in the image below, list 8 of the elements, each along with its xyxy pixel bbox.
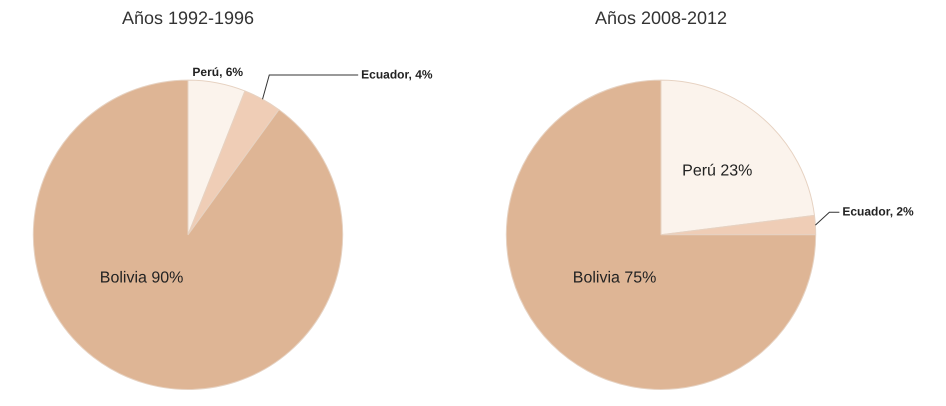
chart-title: Años 1992-1996 [122,8,254,28]
slice-label: Bolivia 75% [572,270,656,287]
slice-label: Perú 23% [682,162,752,180]
chart-title: Años 2008-2012 [594,8,728,28]
slice-label: Ecuador, 2% [842,204,914,219]
slice-label: Ecuador, 4% [361,67,433,82]
slice-label: Bolivia 90% [100,270,184,287]
slice-label: Perú, 6% [192,65,244,80]
